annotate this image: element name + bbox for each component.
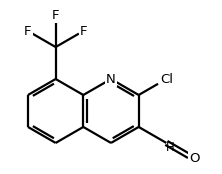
Text: Cl: Cl bbox=[160, 73, 173, 85]
Text: H: H bbox=[166, 141, 174, 154]
Text: F: F bbox=[52, 9, 59, 22]
Text: F: F bbox=[79, 25, 87, 38]
Text: F: F bbox=[24, 25, 32, 38]
Text: O: O bbox=[189, 152, 199, 165]
Text: N: N bbox=[106, 73, 116, 85]
